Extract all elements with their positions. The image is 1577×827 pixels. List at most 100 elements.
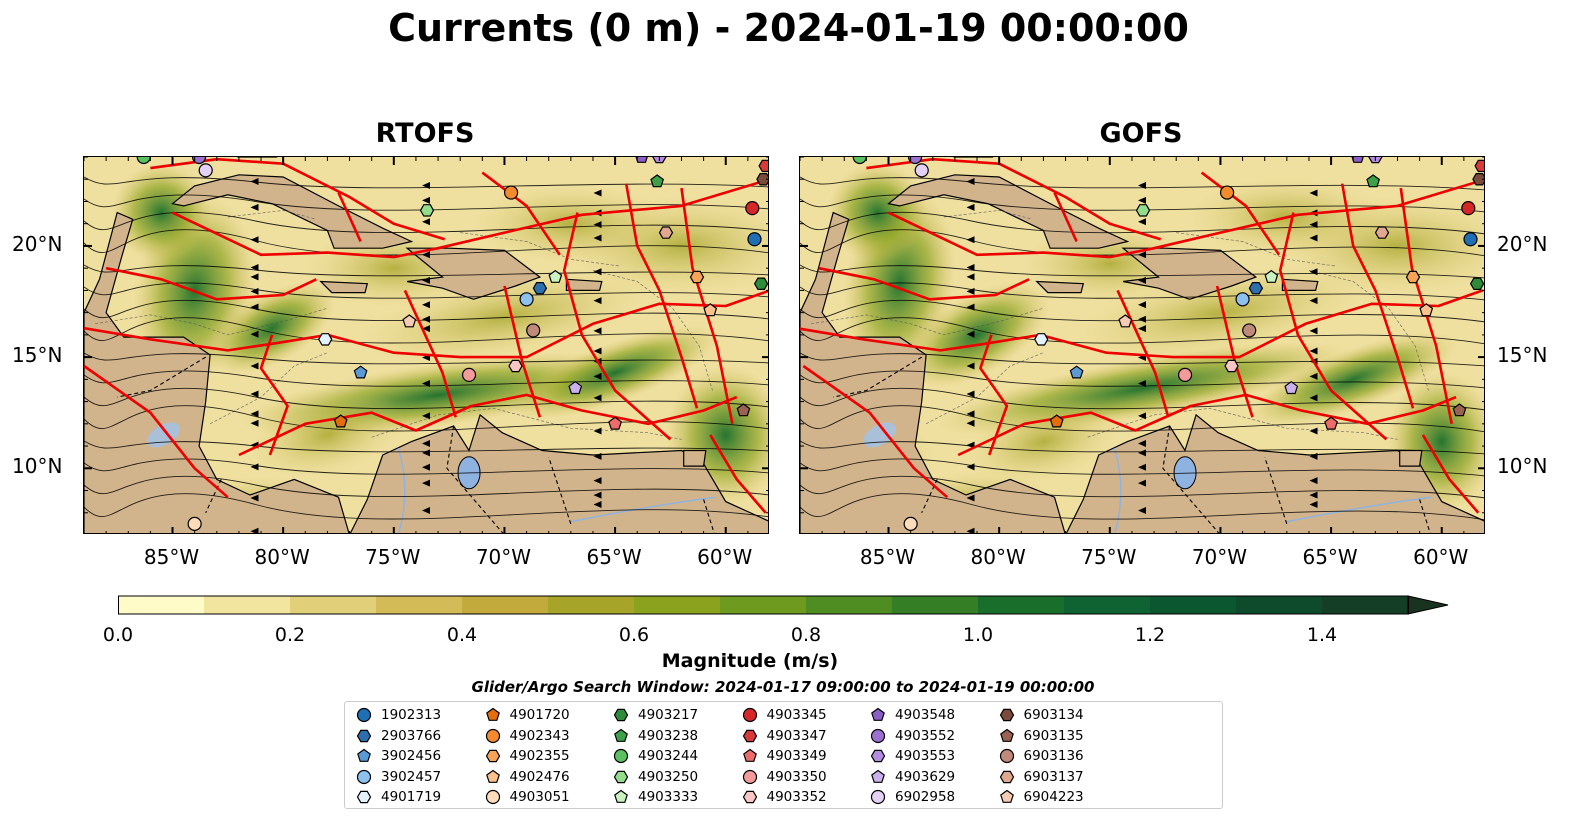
lon-tick-label: 65°W — [1302, 545, 1358, 569]
colorbar-tick-label: 0.0 — [102, 624, 134, 646]
float-marker-3902457 — [519, 292, 534, 307]
legend-item: 6903137 — [998, 767, 1084, 787]
lon-tick-label: 70°W — [1191, 545, 1248, 569]
legend-label: 4903352 — [766, 789, 827, 805]
legend-label: 4903548 — [895, 707, 956, 723]
float-marker-6903135 — [736, 403, 751, 417]
legend-marker — [999, 708, 1014, 722]
float-marker-4903349 — [1324, 416, 1339, 430]
legend-label: 4903347 — [766, 727, 827, 744]
legend-marker — [485, 707, 500, 721]
float-marker-3902456 — [1069, 365, 1084, 379]
legend-marker-icon — [356, 729, 372, 742]
legend-label: 4902355 — [509, 748, 570, 764]
legend-marker-icon — [870, 728, 886, 743]
colorbar-segment — [204, 596, 291, 614]
float-marker-4902355 — [1405, 270, 1421, 284]
legend-marker — [485, 789, 500, 805]
map-panel-rtofs[interactable] — [83, 156, 769, 534]
panel-title-rtofs: RTOFS — [375, 118, 475, 149]
float-marker-6903136 — [1242, 323, 1257, 338]
legend-marker-icon — [999, 708, 1014, 722]
map-panel-gofs[interactable] — [799, 156, 1485, 534]
legend-item: 1902313 — [355, 705, 441, 725]
legend-marker-icon — [485, 789, 500, 805]
float-marker-4903250 — [419, 204, 435, 217]
legend-label: 3902457 — [381, 768, 442, 785]
legend-item: 4902355 — [484, 746, 570, 766]
colorbar-segment — [806, 596, 893, 614]
legend-marker-icon — [742, 729, 757, 742]
legend-marker-icon — [999, 770, 1014, 783]
legend-label: 4902476 — [509, 768, 570, 785]
float-marker-4901719 — [1034, 333, 1049, 346]
colorbar-tick-label: 1.2 — [1134, 624, 1166, 646]
lon-tick-label: 85°W — [143, 545, 200, 569]
legend-label: 6902958 — [895, 789, 956, 805]
float-marker-4903347 — [758, 159, 768, 173]
colorbar-segment — [892, 596, 979, 614]
float-marker-4903349 — [608, 416, 623, 430]
lon-tick-label: 75°W — [365, 545, 421, 569]
colorbar-segment — [720, 596, 807, 614]
lat-tick-label-right: 20°N — [1497, 231, 1548, 256]
legend-marker — [485, 769, 500, 783]
legend-marker-icon — [613, 770, 629, 783]
float-marker-6903135 — [1452, 403, 1467, 417]
legend-item: 4902343 — [484, 726, 570, 746]
float-marker-4903217 — [753, 277, 768, 290]
legend-label: 4902343 — [509, 727, 570, 744]
lon-tick-label: 70°W — [475, 545, 532, 569]
legend-item: 4903548 — [869, 705, 955, 725]
legend-label: 2903766 — [381, 727, 442, 744]
colorbar-tick-label: 1.4 — [1306, 624, 1338, 646]
panel-title-gofs: GOFS — [1099, 118, 1183, 149]
float-marker-4903333 — [548, 269, 563, 283]
legend-marker — [485, 728, 500, 743]
colorbar-segment — [634, 596, 721, 614]
float-marker-4903629 — [1284, 380, 1299, 395]
legend-marker-icon — [999, 728, 1014, 742]
lat-tick-label-left: 20°N — [12, 231, 63, 256]
float-marker-4903345 — [1461, 201, 1476, 216]
colorbar-segment — [462, 596, 549, 614]
legend-marker — [485, 749, 500, 763]
legend-marker-icon — [357, 748, 371, 762]
float-marker-4903238 — [1366, 174, 1381, 188]
legend-item: 4903552 — [869, 726, 955, 746]
lon-tick-label: 65°W — [586, 545, 642, 569]
float-marker-4902476 — [703, 303, 718, 317]
lon-tick-label: 75°W — [1081, 545, 1137, 569]
legend-marker-icon — [742, 748, 757, 762]
float-marker-1902313 — [747, 232, 762, 247]
legend-item: 4903629 — [869, 767, 955, 787]
legend-label: 3902456 — [381, 748, 442, 764]
colorbar-segment — [1322, 596, 1409, 614]
legend-marker — [613, 770, 629, 783]
float-marker-4903352 — [1224, 359, 1239, 373]
legend-marker-icon — [742, 790, 757, 804]
legend-label: 4903217 — [638, 707, 699, 723]
legend-marker — [870, 728, 886, 743]
legend-item: 2903766 — [355, 726, 441, 746]
float-marker-4903250 — [1135, 204, 1151, 217]
legend-label: 1902313 — [381, 707, 442, 723]
legend-label: 6903134 — [1023, 707, 1084, 723]
lon-tick-label: 60°W — [1413, 545, 1469, 569]
legend-marker — [742, 748, 757, 762]
lat-tick-label-right: 10°N — [1497, 454, 1548, 479]
float-marker-4903051 — [187, 516, 202, 531]
legend-marker — [999, 770, 1014, 783]
legend-item: 4903333 — [612, 787, 698, 807]
legend-label: 4903051 — [509, 789, 570, 805]
legend-item: 4901720 — [484, 705, 570, 725]
legend-label: 6903136 — [1023, 748, 1084, 764]
float-marker-4903244 — [136, 157, 151, 165]
float-marker-4903350 — [461, 367, 477, 383]
colorbar-segment — [118, 596, 205, 614]
float-marker-4903238 — [650, 174, 665, 188]
legend-item: 4903350 — [741, 767, 827, 787]
colorbar-segment — [1150, 596, 1237, 614]
lon-tick-label: 80°W — [254, 545, 310, 569]
legend-item: 4901719 — [355, 787, 441, 807]
